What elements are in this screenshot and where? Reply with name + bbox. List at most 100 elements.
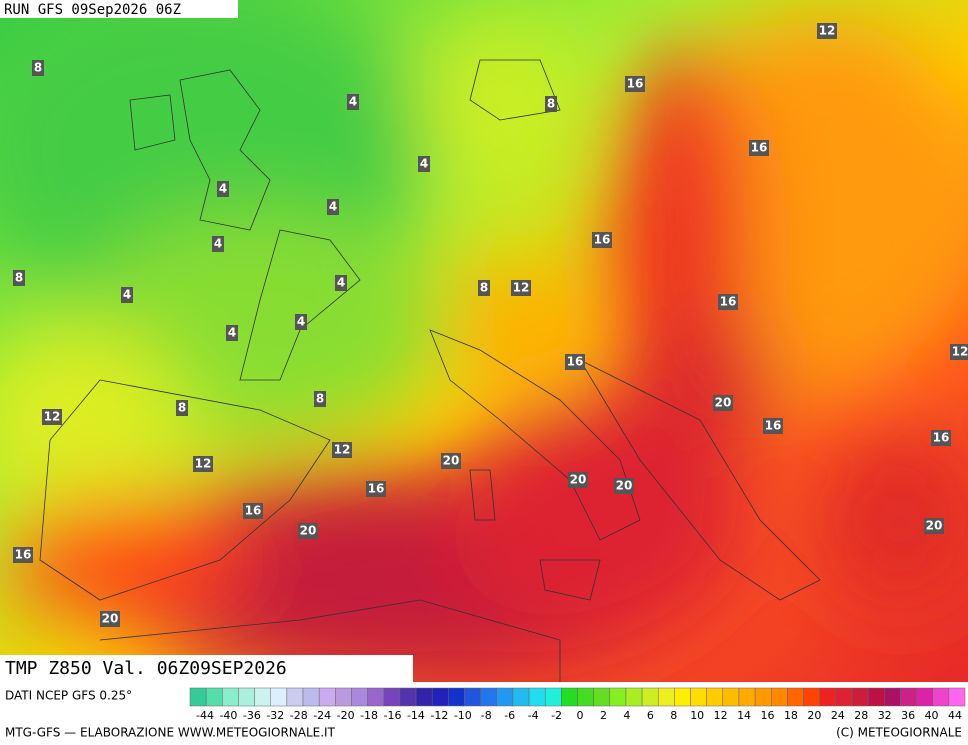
scale-label: 2 [600, 709, 607, 722]
scale-label: 4 [623, 709, 630, 722]
contour-label: 8 [480, 281, 488, 295]
contour-label: 16 [933, 431, 950, 445]
scale-label: 24 [831, 709, 845, 722]
contour-label: 20 [616, 479, 633, 493]
scale-swatch [383, 687, 401, 707]
scale-swatch [754, 687, 772, 707]
scale-swatch [270, 687, 288, 707]
scale-swatch [867, 687, 885, 707]
scale-swatch [254, 687, 271, 707]
scale-swatch [932, 687, 950, 707]
scale-label: -32 [266, 709, 284, 722]
coastlines [39, 59, 821, 682]
scale-swatch [399, 687, 417, 707]
scale-label: -44 [196, 709, 214, 722]
scale-label: 32 [878, 709, 892, 722]
scale-swatch [351, 687, 368, 707]
contour-label: 4 [219, 182, 227, 196]
label-box [332, 442, 352, 458]
scale-label: -8 [481, 709, 492, 722]
scale-swatch [884, 687, 901, 707]
scale-label: -12 [430, 709, 448, 722]
label-box [614, 478, 634, 494]
contour-label: 4 [420, 157, 428, 171]
scale-swatch [690, 687, 707, 707]
label-box [565, 354, 585, 370]
scale-swatch [787, 687, 804, 707]
contour-label: 16 [765, 419, 782, 433]
scale-swatch [480, 687, 498, 707]
scale-swatch [738, 687, 756, 707]
contour-label: 20 [570, 473, 587, 487]
label-box [366, 481, 386, 497]
contour-label: 20 [300, 524, 317, 538]
map-title: TMP Z850 Val. 06Z09SEP2026 [5, 658, 287, 679]
contour-label: 4 [329, 200, 337, 214]
scale-label: -40 [219, 709, 237, 722]
contour-label: 16 [594, 233, 611, 247]
scale-swatch [835, 687, 853, 707]
scale-swatch [544, 687, 562, 707]
contour-label: 16 [15, 548, 32, 562]
scale-swatch [496, 687, 514, 707]
run-label: RUN GFS 09Sep2026 06Z [4, 2, 181, 18]
label-box [335, 275, 347, 291]
scale-swatch [189, 687, 207, 707]
label-box [32, 60, 44, 76]
contour-label: 12 [952, 345, 968, 359]
scale-swatch [318, 687, 336, 707]
scale-swatch [593, 687, 611, 707]
label-box [226, 325, 238, 341]
label-box [713, 395, 733, 411]
scale-swatch [771, 687, 788, 707]
label-box [950, 344, 968, 360]
scale-swatch [512, 687, 530, 707]
contour-label: 20 [926, 519, 943, 533]
scale-swatch [335, 687, 352, 707]
contour-label: 20 [102, 612, 119, 626]
contour-label: 12 [195, 457, 212, 471]
title-box [0, 655, 413, 683]
contour-label: 4 [337, 276, 345, 290]
scale-label: 44 [948, 709, 962, 722]
scale-label: -18 [360, 709, 378, 722]
scale-swatch [657, 687, 675, 707]
scale-label: 8 [670, 709, 677, 722]
label-box [327, 199, 339, 215]
contour-label: 8 [15, 271, 23, 285]
scale-label: -24 [313, 709, 331, 722]
label-box [763, 418, 783, 434]
contour-label: 4 [214, 237, 222, 251]
credit: MTG-GFS — ELABORAZIONE WWW.METEOGIORNALE… [5, 726, 336, 740]
scale-swatch [900, 687, 917, 707]
label-box [295, 314, 307, 330]
scale-swatch [722, 687, 740, 707]
label-box [931, 430, 951, 446]
label-box [568, 472, 588, 488]
scale-label: 28 [854, 709, 868, 722]
label-box [298, 523, 318, 539]
color-scale: -44 -40 -36 -32 -28 -24 -20 -18 -16 -14 -12 -10 -8 -6… [189, 687, 966, 722]
scale-label: -28 [290, 709, 308, 722]
label-box [217, 181, 229, 197]
scale-label: 14 [737, 709, 751, 722]
scale-swatch [448, 687, 465, 707]
scale-swatch [561, 687, 578, 707]
scale-label: 16 [761, 709, 775, 722]
scale-swatch [302, 687, 320, 707]
scale-label: 18 [784, 709, 798, 722]
label-box [212, 236, 224, 252]
contour-label: 16 [627, 77, 644, 91]
contour-label: 8 [547, 97, 555, 111]
label-box [121, 287, 133, 303]
scale-swatch [625, 687, 643, 707]
scale-swatch [205, 687, 223, 707]
scale-swatch [641, 687, 659, 707]
label-box [418, 156, 430, 172]
label-box [347, 94, 359, 110]
copyright: (C) METEOGIORNALE [836, 726, 962, 740]
scale-label: -36 [243, 709, 261, 722]
scale-swatch [916, 687, 933, 707]
scale-swatch [851, 687, 869, 707]
scale-label: -10 [454, 709, 472, 722]
